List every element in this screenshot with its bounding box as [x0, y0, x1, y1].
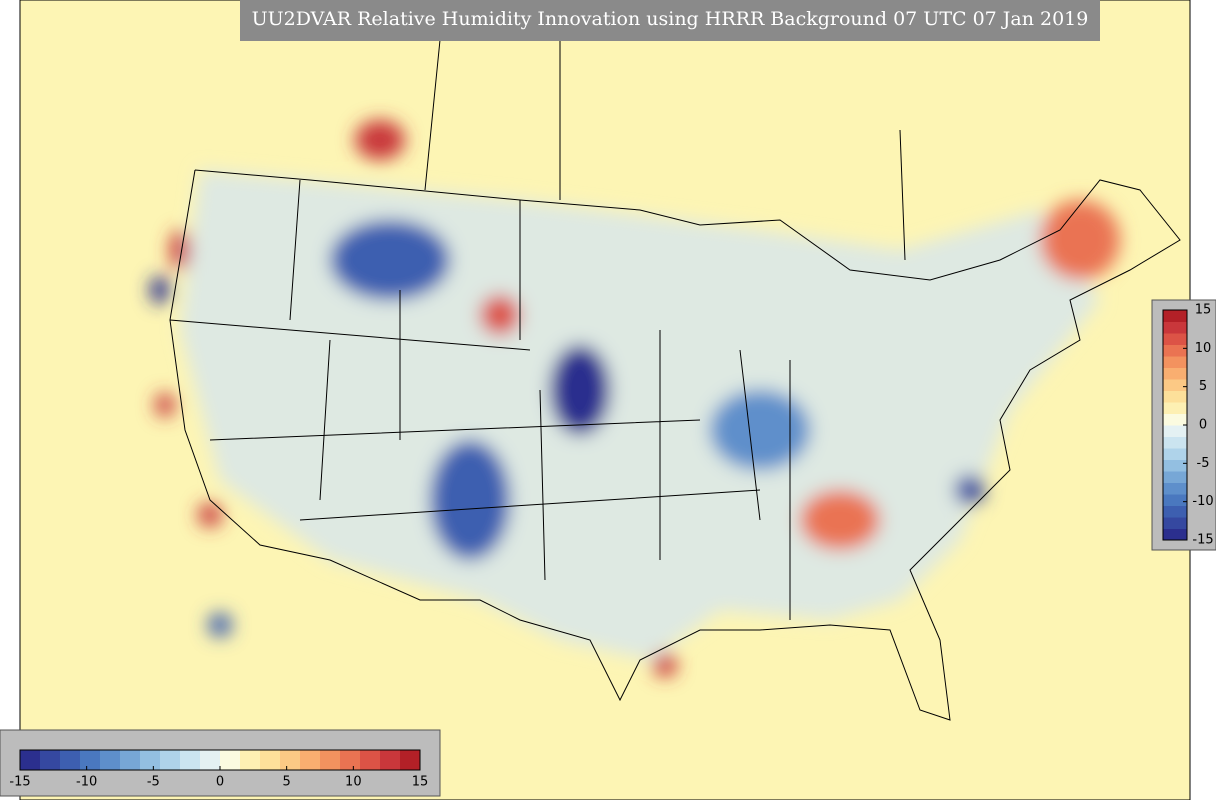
colorbar-segment [320, 750, 341, 770]
colorbar-segment [380, 750, 401, 770]
colorbar-segment [1163, 321, 1187, 334]
colorbar-segment [1163, 367, 1187, 380]
colorbar-tick-label: 0 [216, 775, 224, 790]
colorbar-segment [80, 750, 101, 770]
colorbar-segment [1163, 344, 1187, 357]
colorbar-segment [200, 750, 221, 770]
colorbar-segment [1163, 448, 1187, 460]
colorbar-segment [120, 750, 141, 770]
colorbar-segment [1163, 471, 1187, 483]
colorbar-tick-label: 15 [1195, 303, 1212, 318]
colorbar-segment [360, 750, 381, 770]
colorbar-tick-label: 0 [1199, 418, 1207, 433]
innovation-field [150, 120, 1120, 677]
colorbar-tick-label: 15 [412, 775, 429, 790]
colorbar-tick-label: -10 [1192, 494, 1213, 509]
colorbar-segment [1163, 390, 1187, 403]
colorbar-segment [1163, 402, 1187, 414]
colorbar-segment [240, 750, 261, 770]
colorbar-segment [1163, 356, 1187, 368]
map-title: UU2DVAR Relative Humidity Innovation usi… [252, 8, 1089, 30]
colorbar-segment [1163, 413, 1187, 426]
colorbar-segment [1163, 459, 1187, 472]
colorbar-segment [1163, 482, 1187, 495]
boundaries [169, 39, 1181, 721]
colorbar-segment [280, 750, 301, 770]
colorbar-segment [1163, 310, 1187, 322]
colorbar-segment [1163, 333, 1187, 345]
colorbar-segment [220, 750, 241, 770]
colorbar-segment [400, 750, 421, 770]
colorbar-segment [160, 750, 181, 770]
colorbar-segment [260, 750, 281, 770]
colorbar-segment [1163, 505, 1187, 518]
colorbar-segment [60, 750, 81, 770]
colorbar-segment [1163, 379, 1187, 391]
colorbar-tick-label: -5 [1197, 456, 1210, 471]
colorbar-segment [180, 750, 201, 770]
colorbar-tick-label: -15 [9, 775, 30, 790]
colorbar-tick-label: -5 [147, 775, 160, 790]
title-box [240, 0, 1100, 41]
colorbar-tick-label: 10 [345, 775, 362, 790]
colorbar-segment [20, 750, 41, 770]
colorbar-segment [300, 750, 321, 770]
colorbar-tick-label: 10 [1195, 341, 1212, 356]
colorbar-segment [1163, 494, 1187, 506]
colorbar-tick-label: 5 [283, 775, 291, 790]
colorbar-segment [1163, 528, 1187, 541]
colorbar-segment [1163, 425, 1187, 437]
colorbar-segment [340, 750, 361, 770]
colorbar-segment [40, 750, 61, 770]
colorbar-segment [100, 750, 121, 770]
colorbar-segment [1163, 517, 1187, 529]
colorbar-tick-label: 5 [1199, 379, 1207, 394]
colorbar-segment [1163, 436, 1187, 449]
colorbar-segment [140, 750, 161, 770]
colorbar-tick-label: -15 [1192, 533, 1213, 548]
colorbar-tick-label: -10 [76, 775, 97, 790]
